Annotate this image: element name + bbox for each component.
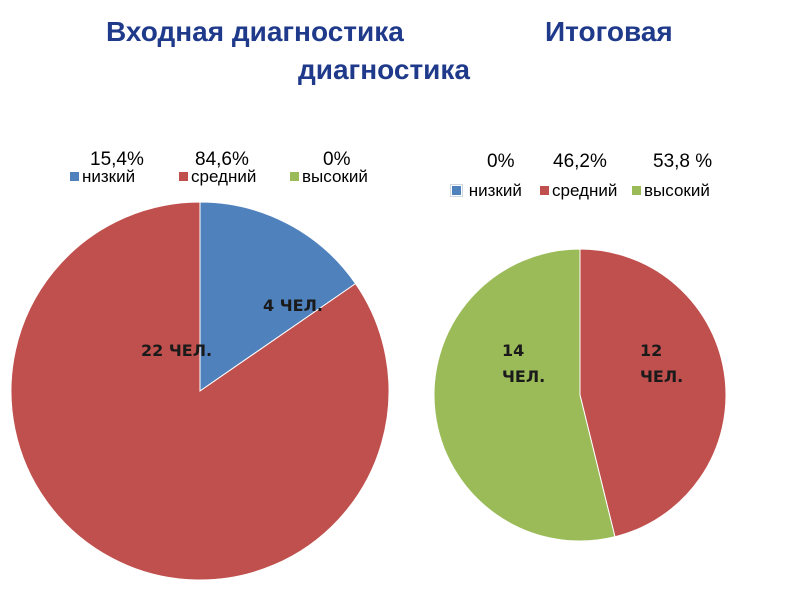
legend-label-high: высокий (302, 167, 368, 186)
pie2-slice-label-mid: 12 ЧЕЛ. (640, 341, 683, 386)
legend-swatch-mid (540, 186, 549, 196)
right-legend-item-low: низкий (450, 181, 522, 201)
pie2-slice-mid (579, 248, 727, 538)
legend-swatch-low (450, 184, 463, 198)
left-legend-item-high: высокий (290, 167, 368, 187)
right-legend-item-mid: средний (540, 181, 617, 201)
legend-label-high: высокий (644, 181, 710, 200)
legend-label-low: низкий (468, 181, 522, 200)
pie1-slice-label-low: 4 ЧЕЛ. (263, 296, 323, 315)
pie1-slice-label-mid: 22 ЧЕЛ. (141, 341, 212, 360)
legend-label-low: низкий (82, 167, 136, 186)
left-percent-low: 15,4% (90, 149, 144, 170)
legend-swatch-mid (179, 172, 188, 182)
legend-swatch-low (70, 172, 79, 182)
left-percent-mid: 84,6% (195, 149, 249, 170)
left-percent-high: 0% (323, 149, 351, 170)
slide-title: Входная диагностика Итоговая диагностика (0, 0, 800, 100)
legend-label-mid: средний (552, 181, 618, 200)
pie1-slice-mid (10, 201, 390, 581)
pie1-slice-low (199, 201, 357, 392)
legend-swatch-high (290, 172, 299, 182)
left-legend-item-mid: средний (179, 167, 256, 187)
pie2-slice-high (433, 248, 616, 542)
title-diagnostics: диагностика (298, 54, 470, 85)
right-legend-item-high: высокий (632, 181, 710, 201)
title-final: Итоговая (545, 16, 673, 47)
right-percent-mid: 46,2% (553, 151, 607, 172)
title-entry-diagnostics: Входная диагностика (106, 16, 404, 47)
legend-swatch-high (632, 186, 641, 196)
right-percent-low: 0% (487, 151, 515, 172)
legend-label-mid: средний (191, 167, 257, 186)
pie2-slice-label-high: 14 ЧЕЛ. (502, 341, 545, 386)
right-percent-high: 53,8 % (653, 151, 713, 172)
left-legend-item-low: низкий (70, 167, 135, 187)
